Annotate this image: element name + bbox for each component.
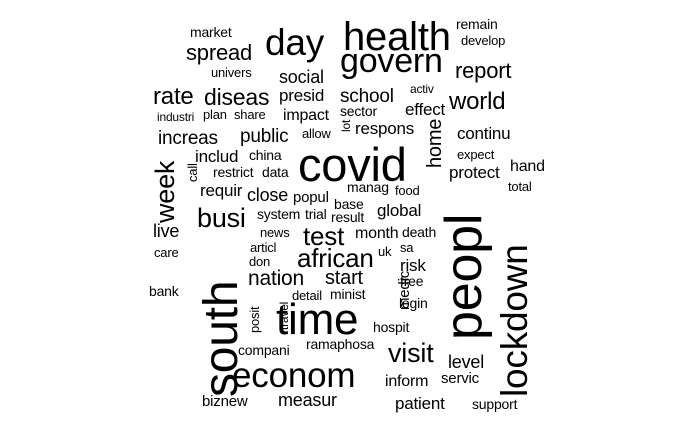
word-don: don (249, 254, 271, 269)
word-live: live (153, 221, 180, 241)
word-african: african (297, 243, 374, 273)
word-home: home (424, 118, 446, 168)
word-system: system (257, 206, 301, 222)
word-impact: impact (283, 107, 329, 124)
word-start: start (325, 267, 363, 289)
word-share: share (234, 107, 266, 122)
word-report: report (455, 58, 512, 83)
word-govern: govern (340, 42, 443, 80)
word-base: base (334, 196, 364, 212)
word-servic: servic (441, 370, 479, 387)
word-time: time (276, 295, 359, 344)
word-measur: measur (278, 390, 337, 410)
word-articl: articl (250, 240, 277, 255)
word-restrict: restrict (213, 164, 254, 180)
word-visit: visit (388, 338, 434, 368)
word-patient: patient (395, 394, 445, 413)
word-nation: nation (248, 267, 305, 290)
word-effect: effect (405, 100, 446, 119)
word-minist: minist (330, 286, 366, 302)
word-biznew: biznew (202, 393, 248, 410)
word-remain: remain (456, 16, 498, 32)
word-social: social (279, 67, 324, 87)
word-china: china (249, 147, 282, 163)
word-global: global (377, 201, 422, 220)
word-covid: covid (298, 138, 407, 191)
word-world: world (449, 88, 506, 115)
word-health: health (343, 15, 451, 59)
word-plan: plan (203, 107, 227, 122)
word-includ: includ (195, 147, 239, 166)
word-day: day (265, 22, 325, 63)
word-public: public (240, 126, 289, 147)
word-diseas: diseas (204, 84, 270, 110)
word-industri: industri (157, 110, 195, 124)
word-lot: lot (339, 119, 353, 132)
word-posit: posit (247, 306, 262, 333)
word-detail: detail (292, 288, 322, 303)
word-level: level (448, 352, 485, 372)
word-spread: spread (186, 40, 253, 65)
word-presid: presid (279, 86, 325, 105)
word-busi: busi (197, 203, 246, 233)
word-popul: popul (293, 189, 329, 206)
word-econom: econom (232, 356, 356, 395)
word-care: care (154, 245, 179, 260)
word-inform: inform (385, 373, 429, 390)
word-lockdown: lockdown (494, 244, 535, 397)
word-sector: sector (340, 103, 377, 119)
word-develop: develop (461, 33, 506, 48)
word-increas: increas (158, 128, 218, 149)
word-uk: uk (378, 244, 392, 259)
word-respons: respons (355, 119, 415, 138)
word-result: result (331, 209, 365, 225)
word-manag: manag (347, 179, 389, 195)
word-expect: expect (457, 147, 495, 162)
word-death: death (402, 224, 437, 240)
word-compani: compani (238, 342, 290, 358)
word-activ: activ (410, 82, 434, 96)
word-free: free (400, 273, 424, 289)
word-continu: continu (457, 124, 511, 143)
word-hospit: hospit (373, 319, 410, 335)
word-food: food (395, 183, 420, 198)
word-peopl: peopl (435, 213, 493, 340)
word-call: call (185, 163, 200, 182)
word-hand: hand (510, 158, 545, 175)
word-news: news (260, 225, 290, 240)
word-sa: sa (400, 240, 414, 255)
word-market: market (190, 24, 232, 40)
word-risk: risk (400, 256, 426, 275)
word-ramaphosa: ramaphosa (306, 336, 375, 352)
word-protect: protect (449, 163, 500, 182)
word-total: total (508, 179, 532, 194)
word-close: close (247, 185, 289, 205)
word-bank: bank (149, 283, 179, 299)
word-rate: rate (153, 83, 194, 110)
word-month: month (355, 225, 399, 242)
word-requir: requir (200, 181, 243, 200)
word-data: data (262, 164, 289, 180)
word-school: school (340, 86, 394, 107)
word-trial: trial (305, 206, 327, 222)
word-login: login (399, 295, 428, 311)
word-univers: univers (211, 65, 252, 80)
word-week: week (150, 160, 180, 223)
word-allow: allow (302, 126, 331, 141)
word-support: support (472, 396, 518, 412)
word-test: test (303, 221, 345, 251)
